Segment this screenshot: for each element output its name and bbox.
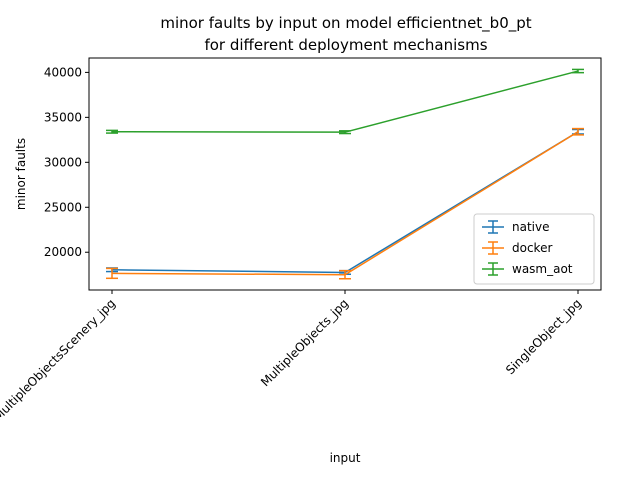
y-tick-label: 25000	[44, 200, 82, 214]
x-tick-label: MultipleObjects_jpg	[258, 296, 351, 389]
x-tick-label: SingleObject_jpg	[503, 296, 584, 377]
legend-item: native	[482, 220, 549, 234]
series-wasm_aot	[106, 68, 584, 135]
legend-label: wasm_aot	[512, 262, 573, 276]
legend-item: docker	[482, 241, 552, 255]
chart-title: minor faults by input on model efficient…	[160, 14, 531, 33]
legend: native docker wasm_aot	[473, 213, 595, 285]
plot-area	[106, 68, 584, 280]
x-axis-label: input	[330, 451, 361, 465]
y-tick-label: 20000	[44, 245, 82, 259]
y-tick-label: 40000	[44, 65, 82, 79]
y-tick-label: 30000	[44, 155, 82, 169]
legend-item: wasm_aot	[482, 262, 573, 276]
x-tick-label: MultipleObjectsScenery_jpg	[0, 296, 118, 423]
y-tick-label: 35000	[44, 110, 82, 124]
y-axis-label: minor faults	[14, 138, 28, 210]
series-docker	[106, 127, 584, 280]
legend-label: docker	[512, 241, 552, 255]
legend-box	[473, 213, 595, 285]
legend-label: native	[512, 220, 549, 234]
series-line	[111, 70, 579, 133]
chart-subtitle: for different deployment mechanisms	[204, 36, 487, 54]
